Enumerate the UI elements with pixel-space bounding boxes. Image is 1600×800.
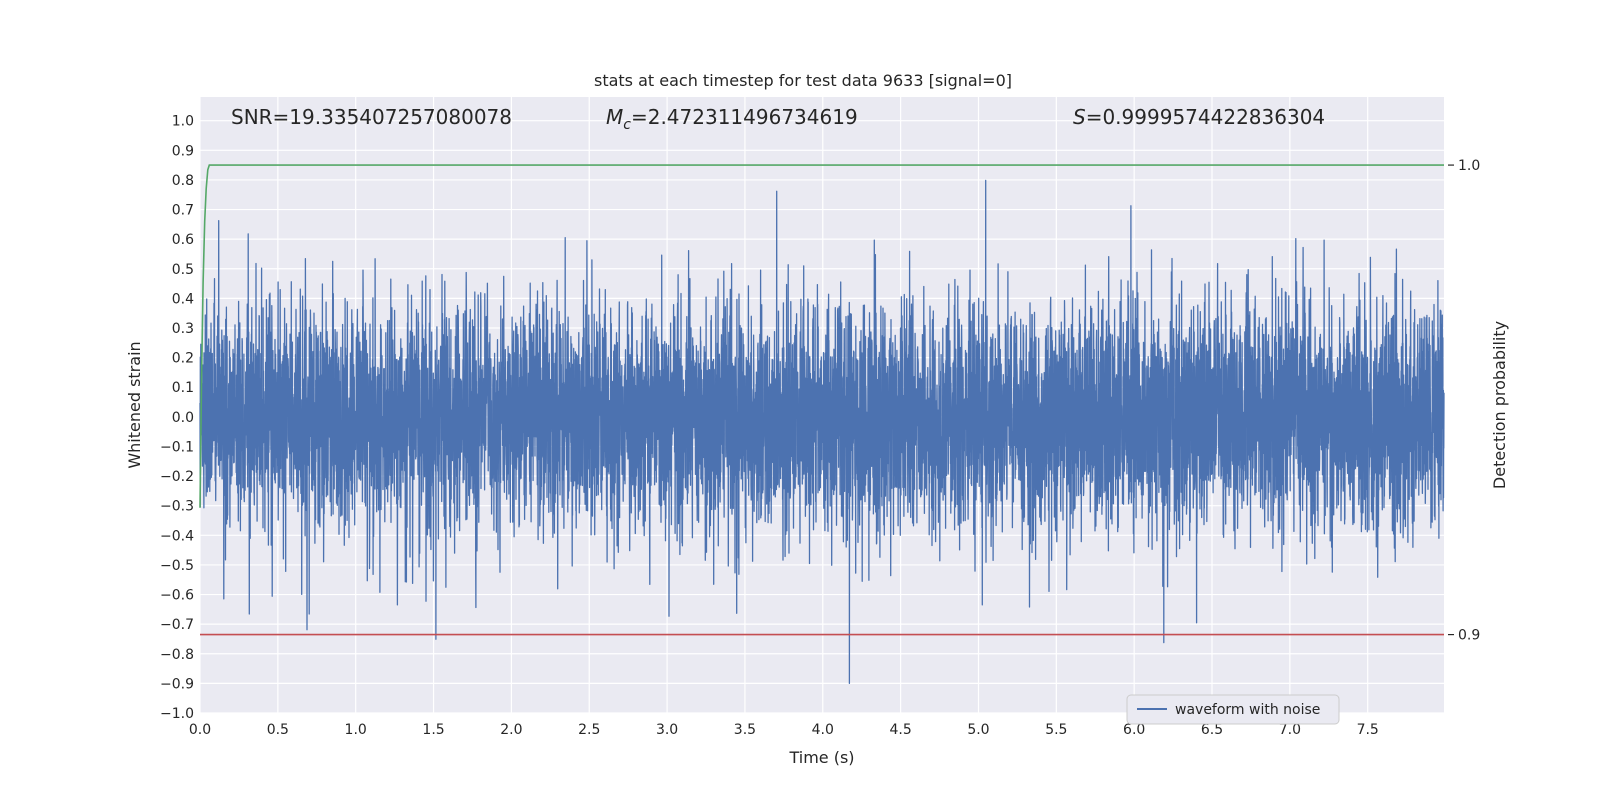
- y-tick-label: 0.2: [172, 351, 194, 367]
- x-axis-ticks: 0.0 0.5 1.0 1.5 2.0 2.5 3.0 3.5 4.0 4.5 5.0 5.5 6.0 6…: [189, 722, 1379, 738]
- chart-title: stats at each timestep for test data 963…: [594, 71, 1012, 90]
- x-tick-label: 3.5: [734, 722, 756, 738]
- y-tick-label: 0.5: [172, 262, 194, 278]
- x-axis-label: Time (s): [788, 748, 854, 767]
- y-tick-label: 0.6: [172, 232, 194, 248]
- y-tick-label: 1.0: [172, 114, 194, 130]
- waveform-series-group: [199, 179, 1445, 685]
- y-tick-label: −0.7: [160, 617, 194, 633]
- y-tick-label: −0.8: [160, 647, 194, 663]
- probability-line: [199, 164, 1444, 508]
- legend-box: [1126, 694, 1340, 725]
- x-tick-label: 6.0: [1123, 722, 1145, 738]
- y-tick-label: 0.4: [172, 291, 194, 307]
- y-tick-label: 0.7: [172, 203, 194, 219]
- y-tick-label: −1.0: [160, 706, 194, 722]
- x-tick-label: 4.5: [889, 722, 911, 738]
- y-tick-label: −0.4: [160, 528, 194, 544]
- x-tick-label: 5.0: [967, 722, 989, 738]
- x-tick-label: 6.5: [1201, 722, 1223, 738]
- x-tick-label: 1.5: [422, 722, 444, 738]
- probability-series-group: [199, 164, 1444, 636]
- y-axis-label: Whitened strain: [125, 341, 144, 468]
- x-tick-label: 2.5: [578, 722, 600, 738]
- y-tick-label: 0.8: [172, 173, 194, 189]
- x-tick-label: 4.0: [812, 722, 834, 738]
- x-tick-label: 0.0: [189, 722, 211, 738]
- right-axis-label: Detection probability: [1490, 321, 1509, 489]
- y-tick-label: −0.3: [160, 499, 194, 515]
- chirp-mass-value: =2.472311496734619: [631, 105, 858, 129]
- y-tick-label: −0.6: [160, 588, 194, 604]
- y-tick-label: 0.9: [172, 143, 194, 159]
- x-tick-label: 2.0: [500, 722, 522, 738]
- right-axis-ticks: 0.9 1.0: [1448, 158, 1480, 644]
- y-axis-ticks: −1.0 −0.9 −0.8 −0.7 −0.6 −0.5 −0.4 −0.3 −0.2 −0.1…: [160, 114, 194, 722]
- y-tick-label: 0.3: [172, 321, 194, 337]
- y-tick-label: −0.1: [160, 439, 194, 455]
- chirp-mass-subscript: c: [623, 117, 631, 133]
- x-tick-label: 0.5: [267, 722, 289, 738]
- x-tick-label: 7.0: [1279, 722, 1301, 738]
- legend-label-waveform: waveform with noise: [1175, 702, 1320, 718]
- y-tick-label: −0.9: [160, 676, 194, 692]
- score-annotation: S=0.9999574422836304: [1073, 105, 1325, 129]
- x-tick-label: 1.0: [345, 722, 367, 738]
- right-tick-label: 1.0: [1458, 158, 1480, 174]
- legend: waveform with noise: [1126, 694, 1340, 725]
- chirp-mass-symbol: M: [606, 105, 623, 129]
- right-tick-label: 0.9: [1458, 628, 1480, 644]
- snr-annotation: SNR=19.335407257080078: [231, 105, 512, 129]
- score-value: =0.9999574422836304: [1086, 105, 1325, 129]
- y-tick-label: −0.2: [160, 469, 194, 485]
- score-symbol: S: [1073, 105, 1086, 129]
- y-tick-label: 0.0: [172, 410, 194, 426]
- x-tick-label: 3.0: [656, 722, 678, 738]
- waveform-line: [199, 179, 1445, 685]
- y-tick-label: 0.1: [172, 380, 194, 396]
- x-tick-label: 7.5: [1357, 722, 1379, 738]
- x-tick-label: 5.5: [1045, 722, 1067, 738]
- chirp-mass-annotation: Mc=2.472311496734619: [606, 105, 858, 133]
- y-tick-label: −0.5: [160, 558, 194, 574]
